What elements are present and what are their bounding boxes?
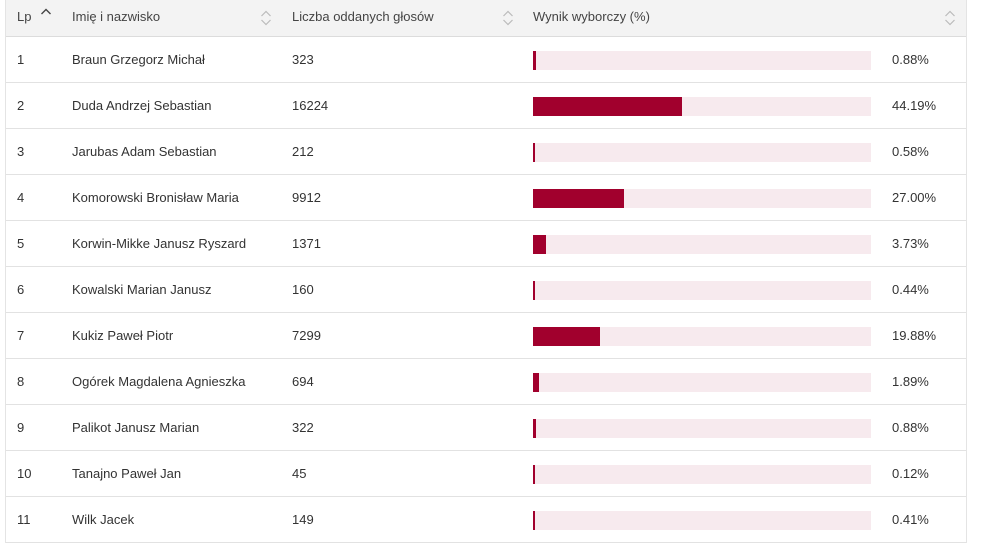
- row-number: 6: [17, 282, 25, 297]
- result-bar-track: [533, 511, 871, 530]
- result-bar-track: [533, 281, 871, 300]
- result-bar-fill: [533, 51, 536, 70]
- candidate-name: Jarubas Adam Sebastian: [72, 144, 217, 159]
- table-row: 8 Ogórek Magdalena Agnieszka 694 1.89%: [6, 359, 966, 405]
- sort-ascending-icon[interactable]: [40, 6, 52, 22]
- result-percent: 1.89%: [892, 374, 929, 389]
- sort-unsorted-icon[interactable]: [260, 9, 272, 26]
- result-bar-fill: [533, 97, 682, 116]
- column-header-result-label: Wynik wyborczy (%): [533, 9, 650, 24]
- result-bar-track: [533, 97, 871, 116]
- vote-count: 322: [292, 420, 314, 435]
- result-percent: 0.41%: [892, 512, 929, 527]
- result-percent: 3.73%: [892, 236, 929, 251]
- row-number: 7: [17, 328, 25, 343]
- table-row: 11 Wilk Jacek 149 0.41%: [6, 497, 966, 543]
- row-number: 3: [17, 144, 25, 159]
- results-table: Lp Imię i nazwisko Liczba oddanych głosó…: [5, 0, 967, 543]
- result-bar-track: [533, 189, 871, 208]
- result-percent: 0.58%: [892, 144, 929, 159]
- table-row: 3 Jarubas Adam Sebastian 212 0.58%: [6, 129, 966, 175]
- result-percent: 0.88%: [892, 52, 929, 67]
- vote-count: 694: [292, 374, 314, 389]
- candidate-name: Braun Grzegorz Michał: [72, 52, 205, 67]
- row-number: 11: [17, 512, 31, 527]
- table-body: 1 Braun Grzegorz Michał 323 0.88% 2 Duda Andr…: [6, 37, 966, 543]
- column-header-votes[interactable]: Liczba oddanych głosów: [292, 0, 434, 36]
- result-bar-track: [533, 419, 871, 438]
- candidate-name: Kukiz Paweł Piotr: [72, 328, 174, 343]
- column-header-lp-label: Lp: [17, 9, 32, 24]
- result-bar-track: [533, 235, 871, 254]
- table-header: Lp Imię i nazwisko Liczba oddanych głosó…: [6, 0, 966, 37]
- vote-count: 160: [292, 282, 314, 297]
- vote-count: 323: [292, 52, 314, 67]
- result-bar-fill: [533, 235, 546, 254]
- table-row: 10 Tanajno Paweł Jan 45 0.12%: [6, 451, 966, 497]
- row-number: 5: [17, 236, 25, 251]
- result-bar-fill: [533, 465, 535, 484]
- vote-count: 9912: [292, 190, 321, 205]
- table-row: 4 Komorowski Bronisław Maria 9912 27.00%: [6, 175, 966, 221]
- candidate-name: Kowalski Marian Janusz: [72, 282, 212, 297]
- result-bar-track: [533, 327, 871, 346]
- sort-unsorted-icon[interactable]: [502, 9, 514, 26]
- vote-count: 7299: [292, 328, 321, 343]
- candidate-name: Tanajno Paweł Jan: [72, 466, 182, 481]
- result-bar-fill: [533, 189, 624, 208]
- result-percent: 0.88%: [892, 420, 929, 435]
- table-row: 6 Kowalski Marian Janusz 160 0.44%: [6, 267, 966, 313]
- row-number: 10: [17, 466, 32, 481]
- column-header-votes-label: Liczba oddanych głosów: [292, 9, 434, 24]
- vote-count: 1371: [292, 236, 321, 251]
- row-number: 8: [17, 374, 25, 389]
- row-number: 1: [17, 52, 25, 67]
- result-bar-fill: [533, 327, 600, 346]
- result-percent: 27.00%: [892, 190, 937, 205]
- result-percent: 19.88%: [892, 328, 937, 343]
- table-row: 9 Palikot Janusz Marian 322 0.88%: [6, 405, 966, 451]
- row-number: 2: [17, 98, 25, 113]
- result-bar-fill: [533, 281, 535, 300]
- result-bar-fill: [533, 373, 539, 392]
- vote-count: 16224: [292, 98, 329, 113]
- vote-count: 149: [292, 512, 314, 527]
- row-number: 9: [17, 420, 25, 435]
- result-bar-fill: [533, 419, 536, 438]
- column-header-name-label: Imię i nazwisko: [72, 9, 161, 24]
- column-header-result[interactable]: Wynik wyborczy (%): [533, 0, 650, 36]
- candidate-name: Wilk Jacek: [72, 512, 135, 527]
- candidate-name: Ogórek Magdalena Agnieszka: [72, 374, 246, 389]
- result-percent: 0.44%: [892, 282, 929, 297]
- result-percent: 0.12%: [892, 466, 929, 481]
- result-bar-track: [533, 143, 871, 162]
- column-header-name[interactable]: Imię i nazwisko: [72, 0, 160, 36]
- result-bar-fill: [533, 143, 535, 162]
- result-bar-fill: [533, 511, 535, 530]
- vote-count: 212: [292, 144, 314, 159]
- result-percent: 44.19%: [892, 98, 937, 113]
- candidate-name: Duda Andrzej Sebastian: [72, 98, 212, 113]
- candidate-name: Palikot Janusz Marian: [72, 420, 200, 435]
- result-bar-track: [533, 465, 871, 484]
- vote-count: 45: [292, 466, 307, 481]
- table-row: 2 Duda Andrzej Sebastian 16224 44.19%: [6, 83, 966, 129]
- candidate-name: Komorowski Bronisław Maria: [72, 190, 239, 205]
- column-header-lp[interactable]: Lp: [17, 0, 31, 36]
- result-bar-track: [533, 51, 871, 70]
- table-row: 1 Braun Grzegorz Michał 323 0.88%: [6, 37, 966, 83]
- table-row: 7 Kukiz Paweł Piotr 7299 19.88%: [6, 313, 966, 359]
- candidate-name: Korwin-Mikke Janusz Ryszard: [72, 236, 247, 251]
- table-row: 5 Korwin-Mikke Janusz Ryszard 1371 3.73%: [6, 221, 966, 267]
- result-bar-track: [533, 373, 871, 392]
- sort-unsorted-icon[interactable]: [944, 9, 956, 26]
- row-number: 4: [17, 190, 25, 205]
